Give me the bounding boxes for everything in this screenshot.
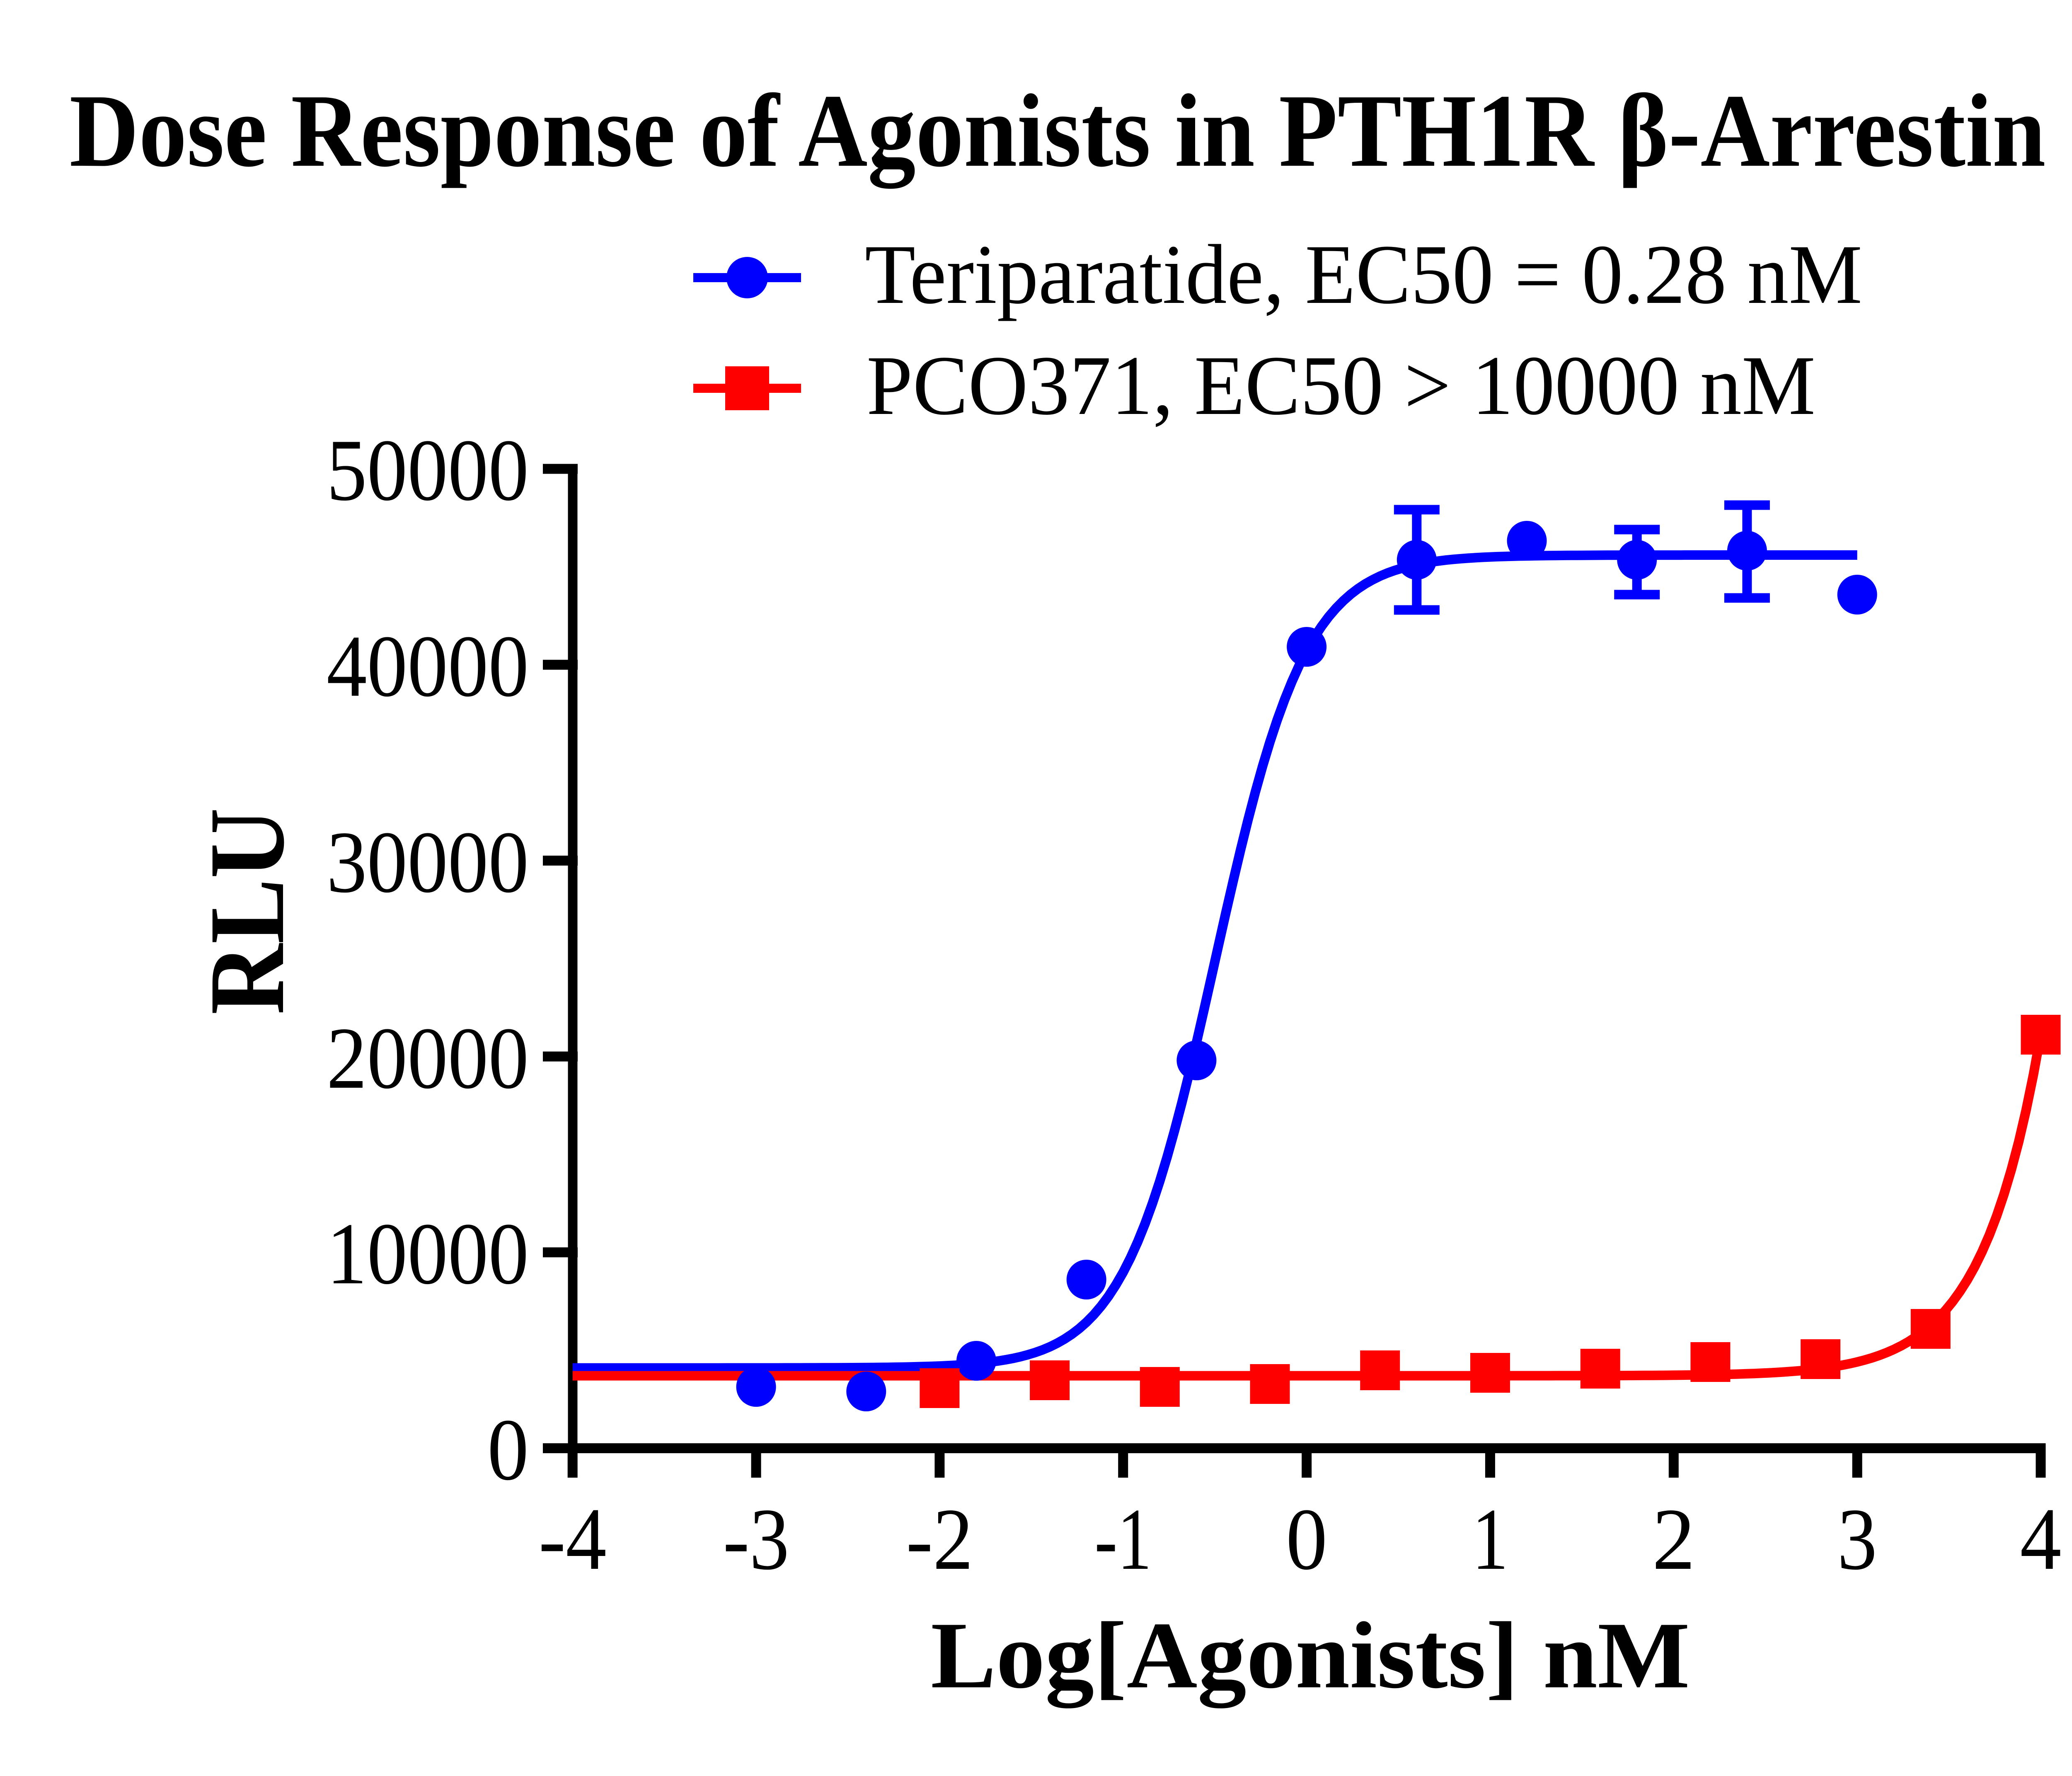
svg-text:-2: -2 [906,1490,973,1588]
svg-text:-4: -4 [539,1489,607,1588]
svg-text:0: 0 [1286,1490,1327,1588]
svg-text:PCO371, EC50 > 10000 nM: PCO371, EC50 > 10000 nM [867,339,1815,433]
svg-text:10000: 10000 [327,1205,529,1303]
svg-text:Teriparatide, EC50 = 0.28 nM: Teriparatide, EC50 = 0.28 nM [865,227,1862,322]
svg-text:4: 4 [2020,1489,2062,1588]
svg-text:3: 3 [1837,1490,1877,1588]
svg-text:0: 0 [487,1401,529,1499]
svg-text:50000: 50000 [327,421,529,519]
svg-text:30000: 30000 [327,813,529,911]
svg-text:40000: 40000 [327,617,529,715]
svg-text:20000: 20000 [327,1009,529,1107]
svg-text:2: 2 [1652,1490,1695,1588]
svg-text:1: 1 [1472,1490,1508,1588]
svg-text:Log[Agonists] nM: Log[Agonists] nM [931,1602,1690,1708]
svg-text:-1: -1 [1094,1490,1152,1588]
svg-text:RLU: RLU [187,808,307,1015]
svg-text:-3: -3 [723,1490,789,1588]
svg-text:Dose Response of Agonists in P: Dose Response of Agonists in PTH1R β-Arr… [70,73,2072,189]
